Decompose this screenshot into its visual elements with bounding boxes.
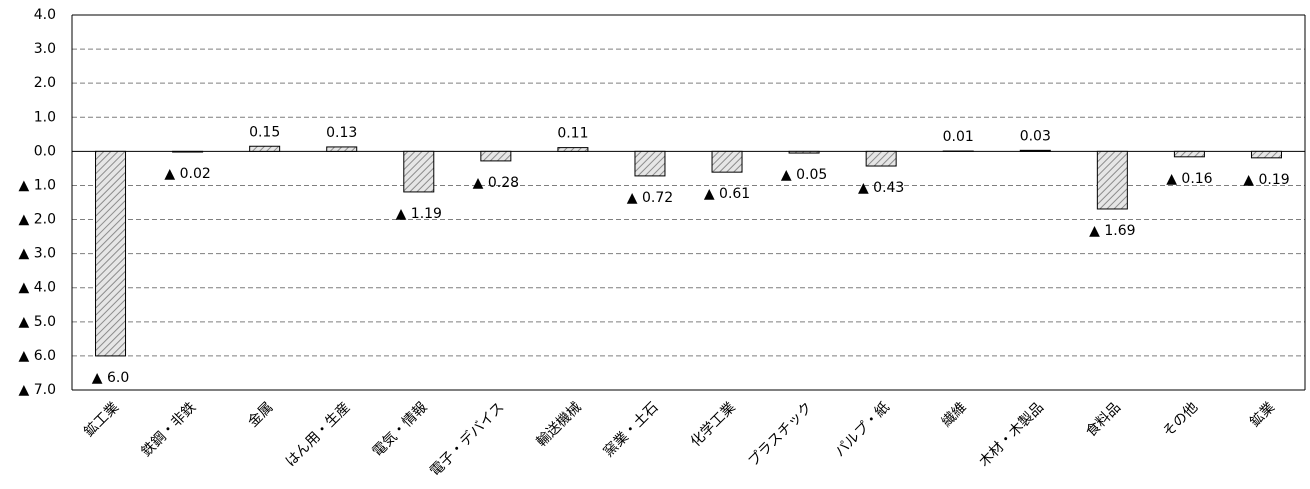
x-tick-label: 化学工業 (688, 399, 739, 450)
value-label: ▲ 0.28 (473, 175, 519, 191)
x-tick-label: 窯業・土石 (600, 399, 662, 461)
y-tick-label: ▲ 7.0 (19, 382, 56, 398)
value-label: ▲ 1.69 (1089, 223, 1135, 239)
x-tick-label: 木材・木製品 (976, 399, 1047, 470)
value-label: ▲ 0.05 (781, 167, 827, 183)
x-tick-label: 金属 (245, 399, 276, 430)
bar (712, 151, 742, 172)
bar (1251, 151, 1281, 157)
bar (635, 151, 665, 176)
y-tick-label: 1.0 (34, 109, 56, 125)
x-tick-label: プラスチック (745, 399, 816, 470)
x-tick-label: 鉱工業 (80, 399, 122, 441)
bar (481, 151, 511, 161)
value-label: 0.15 (249, 124, 280, 140)
y-tick-label: 0.0 (34, 143, 56, 159)
value-label: ▲ 0.43 (858, 180, 904, 196)
x-tick-label: パルプ・紙 (832, 399, 893, 460)
x-tick-label: 食料品 (1082, 399, 1124, 441)
y-tick-label: 2.0 (34, 75, 56, 91)
value-label: ▲ 0.19 (1243, 172, 1289, 188)
x-tick-label: 輸送機械 (534, 399, 585, 450)
bar (404, 151, 434, 192)
bar (558, 148, 588, 152)
y-tick-label: ▲ 5.0 (19, 314, 56, 330)
y-tick-label: ▲ 1.0 (19, 177, 56, 193)
y-tick-label: ▲ 2.0 (19, 212, 56, 228)
x-tick-label: 繊維 (939, 399, 970, 430)
value-label: 0.03 (1020, 128, 1051, 144)
bar (1174, 151, 1204, 156)
x-tick-label: 鉱業 (1246, 399, 1278, 431)
x-tick-label: 電子・デバイス (426, 399, 507, 480)
x-tick-label: はん用・生産 (283, 399, 354, 470)
bar (250, 146, 280, 151)
value-label: 0.13 (326, 125, 357, 141)
y-tick-label: 3.0 (34, 41, 56, 57)
bar (1097, 151, 1127, 209)
x-tick-label: その他 (1160, 399, 1201, 440)
bar (789, 151, 819, 153)
bar (96, 151, 126, 356)
bar (327, 147, 357, 151)
value-label: 0.11 (557, 126, 588, 142)
value-label: ▲ 0.02 (164, 166, 210, 182)
y-tick-label: 4.0 (34, 7, 56, 23)
x-tick-label: 電気・情報 (370, 399, 431, 460)
x-tick-label: 鉄鋼・非鉄 (138, 399, 199, 460)
value-label: ▲ 0.16 (1166, 171, 1212, 187)
y-tick-label: ▲ 6.0 (19, 348, 56, 364)
bar (1020, 150, 1050, 151)
y-tick-label: ▲ 3.0 (19, 246, 56, 262)
value-label: ▲ 0.61 (704, 186, 750, 202)
y-tick-label: ▲ 4.0 (19, 280, 56, 296)
value-label: ▲ 0.72 (627, 190, 673, 206)
bar (173, 151, 203, 152)
bar (866, 151, 896, 166)
value-label: ▲ 6.0 (92, 370, 129, 386)
value-label: 0.01 (943, 129, 974, 145)
value-label: ▲ 1.19 (396, 206, 442, 222)
